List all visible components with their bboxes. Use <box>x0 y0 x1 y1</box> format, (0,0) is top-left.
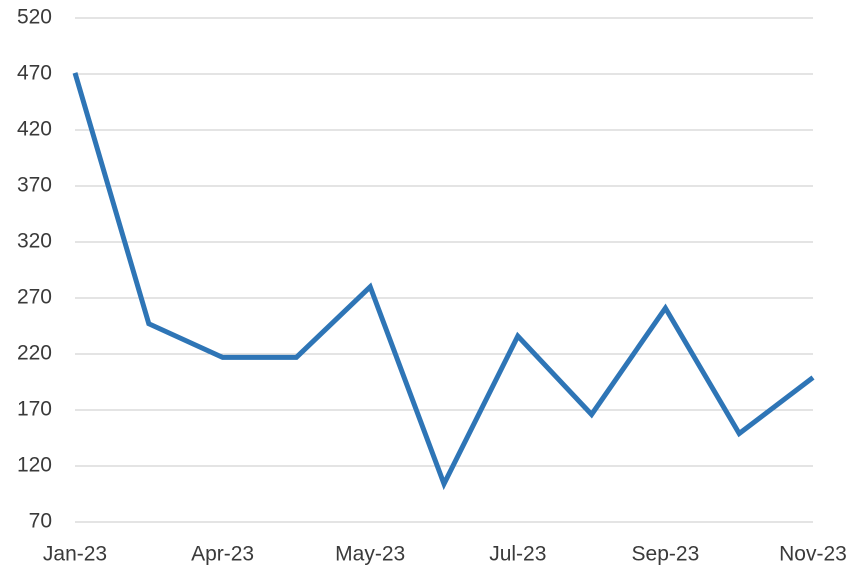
y-tick-label: 220 <box>17 342 52 365</box>
y-tick-label: 120 <box>17 454 52 477</box>
y-tick-label: 270 <box>17 286 52 309</box>
y-tick-label: 70 <box>29 510 52 533</box>
y-tick-label: 370 <box>17 174 52 197</box>
y-tick-label: 170 <box>17 398 52 421</box>
x-tick-label: Jul-23 <box>489 543 546 566</box>
y-tick-label: 420 <box>17 118 52 141</box>
x-tick-label: Nov-23 <box>779 543 847 566</box>
line-series <box>72 72 815 491</box>
x-tick-label: May-23 <box>335 543 405 566</box>
x-tick-label: Jan-23 <box>43 543 107 566</box>
y-tick-label: 470 <box>17 62 52 85</box>
x-tick-label: Apr-23 <box>191 543 254 566</box>
x-tick-label: Sep-23 <box>632 543 700 566</box>
y-tick-label: 520 <box>17 6 52 29</box>
y-tick-label: 320 <box>17 230 52 253</box>
